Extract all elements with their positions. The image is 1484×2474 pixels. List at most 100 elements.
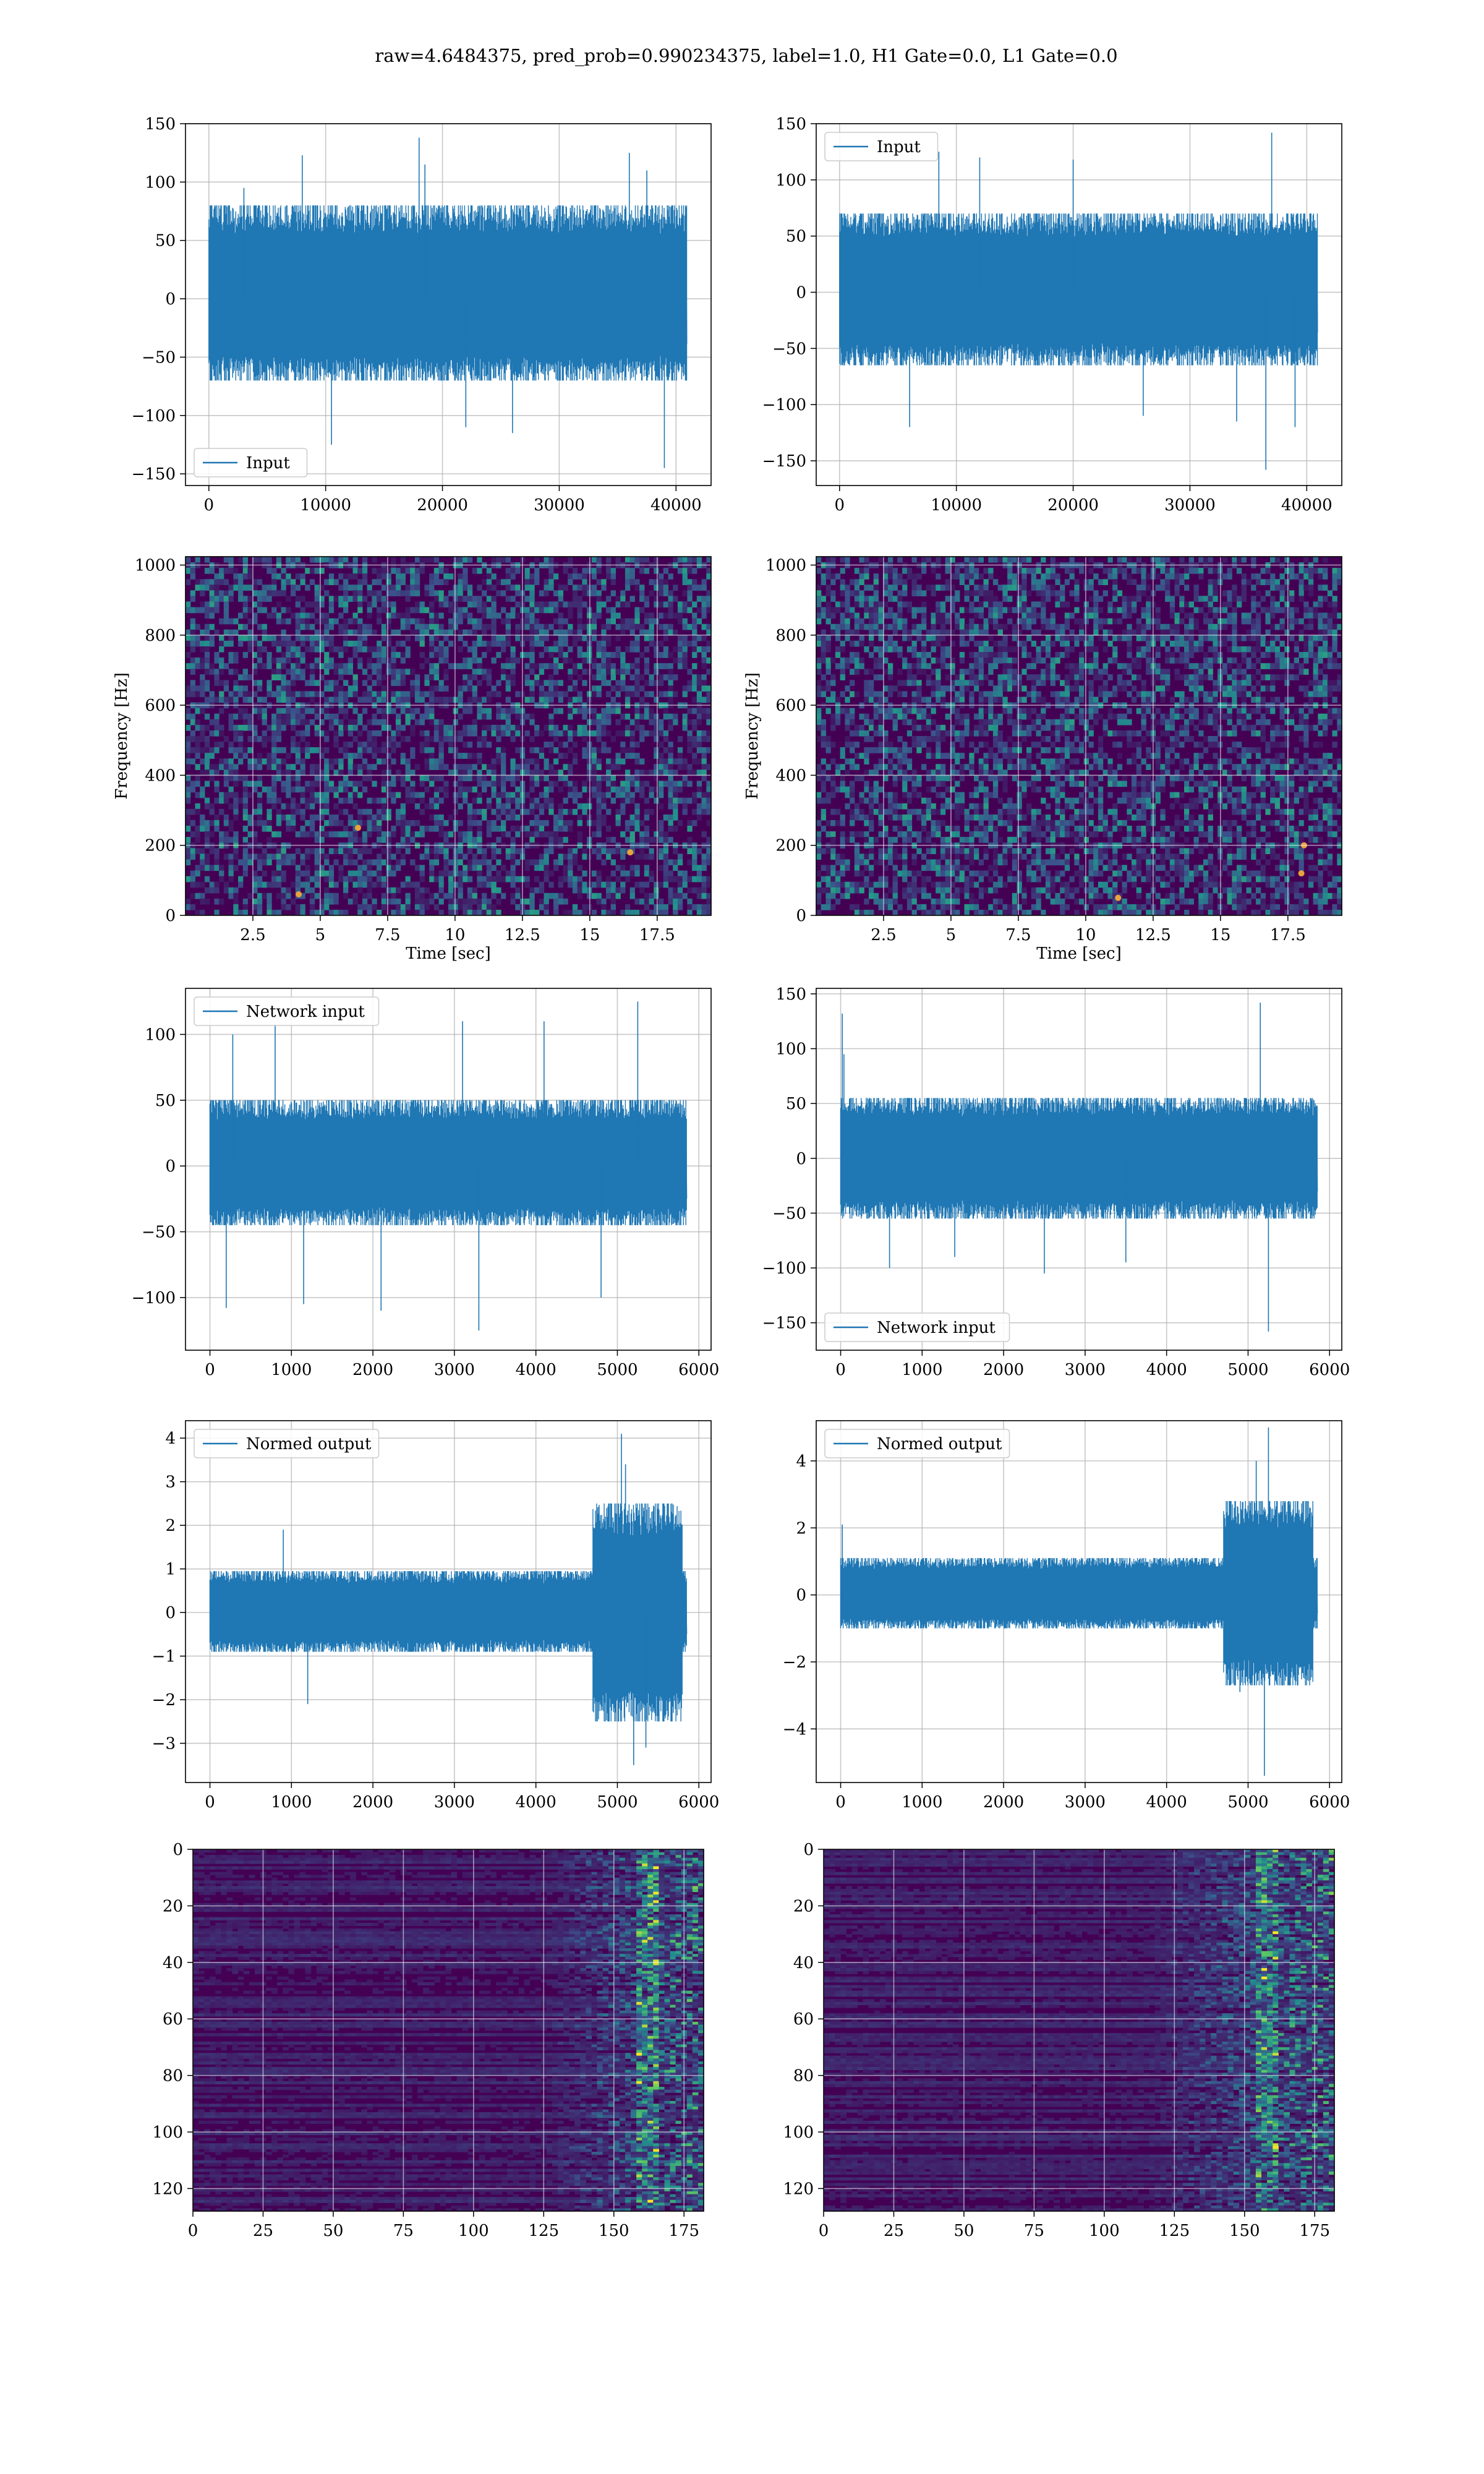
heatmap-cell [673,646,678,653]
heatmap-cell [1222,590,1227,596]
heatmap-cell [305,584,310,591]
heatmap-cell [386,602,391,608]
heatmap-cell [391,697,396,703]
heatmap-cell [238,674,243,680]
heatmap-cell [1284,584,1289,591]
heatmap-cell [291,820,296,826]
heatmap-cell [467,630,472,636]
heatmap-cell [1079,630,1084,636]
heatmap-cell [338,669,343,675]
heatmap-cell [348,685,353,691]
heatmap-cell [424,657,429,664]
heatmap-cell [205,663,210,669]
heatmap-cell [367,848,372,854]
heatmap-cell [663,579,668,585]
heatmap-cell [214,602,219,608]
heatmap-cell [830,573,835,580]
heatmap-cell [1012,630,1017,636]
heatmap-cell [362,691,367,698]
heatmap-cell [305,568,310,574]
heatmap-cell [496,848,501,854]
heatmap-cell [830,607,835,614]
heatmap-cell [654,725,659,731]
heatmap-cell [659,764,663,770]
heatmap-cell [377,854,382,860]
heatmap-cell [840,579,845,585]
heatmap-cell [558,899,563,905]
heatmap-cell [940,607,945,614]
heatmap-cell [687,568,692,574]
heatmap-cell [415,910,420,916]
heatmap-cell [644,669,649,675]
heatmap-cell [1017,584,1022,591]
heatmap-cell [511,781,516,787]
heatmap-cell [391,669,396,675]
heatmap-cell [396,820,401,826]
heatmap-cell [329,635,334,641]
heatmap-cell [267,899,271,905]
heatmap-cell [262,635,267,641]
heatmap-cell [988,568,993,574]
heatmap-cell [443,859,448,865]
heatmap-cell [453,607,458,614]
heatmap-cell [1055,624,1060,630]
heatmap-cell [879,630,884,636]
heatmap-cell [525,584,530,591]
heatmap-cell [382,674,386,680]
heatmap-cell [539,624,544,630]
heatmap-cell [271,613,276,619]
heatmap-cell [214,854,219,860]
heatmap-cell [683,663,688,669]
heatmap-cell [210,607,215,614]
heatmap-cell [343,584,348,591]
heatmap-cell [945,630,950,636]
heatmap-cell [634,758,639,764]
heatmap-cell [324,697,329,703]
heatmap-cell [548,607,553,614]
heatmap-cell [668,747,673,753]
heatmap-cell [467,775,472,781]
heatmap-cell [630,837,635,843]
heatmap-cell [597,747,602,753]
heatmap-cell [611,652,616,658]
heatmap-cell [367,685,372,691]
heatmap-cell [186,742,190,748]
heatmap-cell [305,871,310,877]
panel-row2-left: 2.5 5 7.5 10 12.5 15 17.502004006008001000Time… [113,557,712,963]
heatmap-cell [382,719,386,726]
heatmap-cell [401,590,406,596]
heatmap-cell [343,742,348,748]
heatmap-cell [597,826,602,832]
heatmap-cell [921,557,926,563]
heatmap-cell [1265,590,1270,596]
heatmap-cell [200,641,205,647]
heatmap-cell [315,730,320,737]
heatmap-cell [659,691,663,698]
heatmap-cell [1256,602,1261,608]
heatmap-cell [630,888,635,894]
heatmap-cell [601,602,606,608]
heatmap-cell [912,630,917,636]
heatmap-cell [634,579,639,585]
heatmap-cell [921,590,926,596]
heatmap-cell [477,882,482,888]
heatmap-cell [367,630,372,636]
heatmap-cell [429,557,434,563]
heatmap-cell [649,708,654,714]
heatmap-cell [305,865,310,871]
heatmap-cell [434,697,439,703]
heatmap-cell [534,630,539,636]
heatmap-cell [965,630,970,636]
heatmap-cell [592,848,597,854]
heatmap-cell [1242,613,1247,619]
heatmap-cell [687,781,692,787]
heatmap-cell [544,646,549,653]
heatmap-cell [529,669,534,675]
heatmap-cell [205,747,210,753]
heatmap-cell [429,899,434,905]
heatmap-cell [291,742,296,748]
heatmap-cell [1256,579,1261,585]
heatmap-cell [984,630,989,636]
heatmap-cell [243,725,248,731]
heatmap-cell [692,904,697,910]
